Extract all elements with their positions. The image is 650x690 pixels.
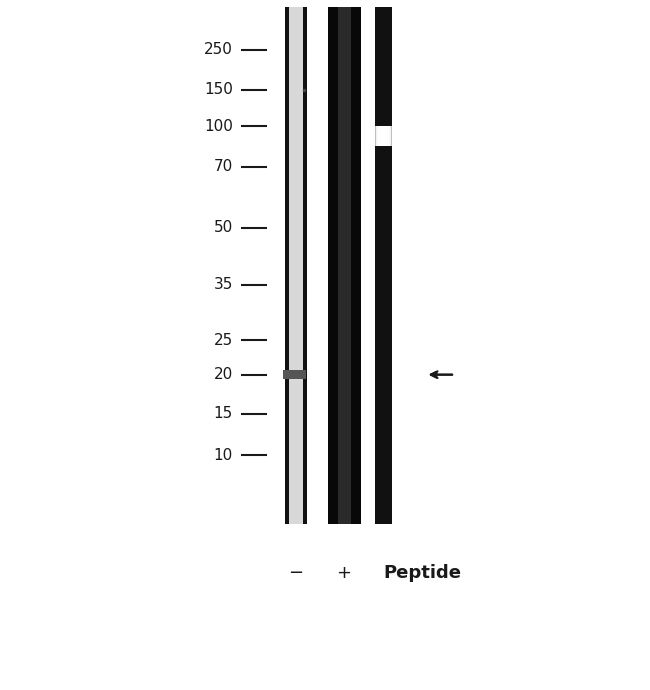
Text: 35: 35 <box>213 277 233 293</box>
Bar <box>374 126 393 146</box>
Bar <box>374 126 393 146</box>
Bar <box>376 126 391 146</box>
Bar <box>289 7 303 524</box>
Bar <box>376 126 391 146</box>
Bar <box>380 126 387 146</box>
Bar <box>379 126 388 146</box>
Text: 250: 250 <box>204 42 233 57</box>
Bar <box>378 126 389 146</box>
Text: 15: 15 <box>213 406 233 422</box>
Bar <box>283 370 306 379</box>
Text: 10: 10 <box>213 448 233 463</box>
Bar <box>328 7 361 524</box>
Bar <box>375 7 392 524</box>
Text: 25: 25 <box>213 333 233 348</box>
Text: 100: 100 <box>204 119 233 134</box>
Text: 20: 20 <box>213 367 233 382</box>
Text: 150: 150 <box>204 82 233 97</box>
Text: +: + <box>335 564 351 582</box>
Bar <box>378 126 389 146</box>
Bar <box>375 126 392 146</box>
Text: 70: 70 <box>213 159 233 175</box>
Bar <box>377 126 390 146</box>
Text: Peptide: Peptide <box>384 564 462 582</box>
Text: 50: 50 <box>213 220 233 235</box>
Bar <box>303 7 307 524</box>
Bar <box>285 7 289 524</box>
Bar <box>338 7 351 524</box>
Text: −: − <box>288 564 304 582</box>
